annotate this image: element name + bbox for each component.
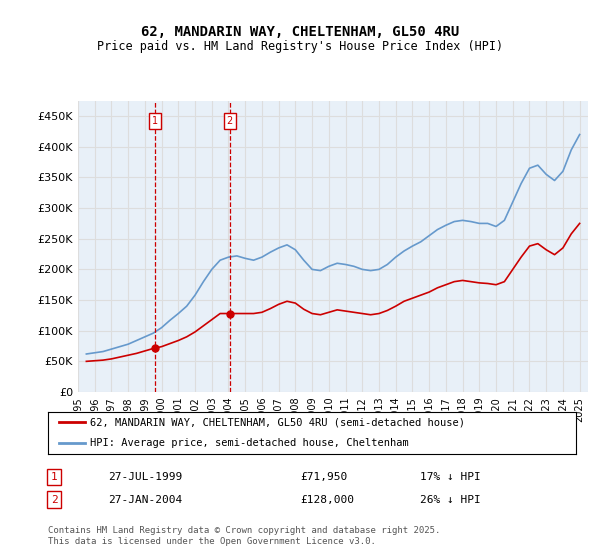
Text: HPI: Average price, semi-detached house, Cheltenham: HPI: Average price, semi-detached house,… <box>90 438 409 448</box>
Text: £128,000: £128,000 <box>300 494 354 505</box>
Text: 2: 2 <box>227 116 233 126</box>
Text: £71,950: £71,950 <box>300 472 347 482</box>
Text: 26% ↓ HPI: 26% ↓ HPI <box>420 494 481 505</box>
Text: 62, MANDARIN WAY, CHELTENHAM, GL50 4RU: 62, MANDARIN WAY, CHELTENHAM, GL50 4RU <box>141 25 459 39</box>
Text: 27-JAN-2004: 27-JAN-2004 <box>108 494 182 505</box>
Text: Contains HM Land Registry data © Crown copyright and database right 2025.
This d: Contains HM Land Registry data © Crown c… <box>48 526 440 546</box>
Text: 27-JUL-1999: 27-JUL-1999 <box>108 472 182 482</box>
Text: 17% ↓ HPI: 17% ↓ HPI <box>420 472 481 482</box>
Text: 1: 1 <box>152 116 158 126</box>
Text: 2: 2 <box>50 494 58 505</box>
Text: 62, MANDARIN WAY, CHELTENHAM, GL50 4RU (semi-detached house): 62, MANDARIN WAY, CHELTENHAM, GL50 4RU (… <box>90 417 465 427</box>
Text: 1: 1 <box>50 472 58 482</box>
Text: Price paid vs. HM Land Registry's House Price Index (HPI): Price paid vs. HM Land Registry's House … <box>97 40 503 53</box>
